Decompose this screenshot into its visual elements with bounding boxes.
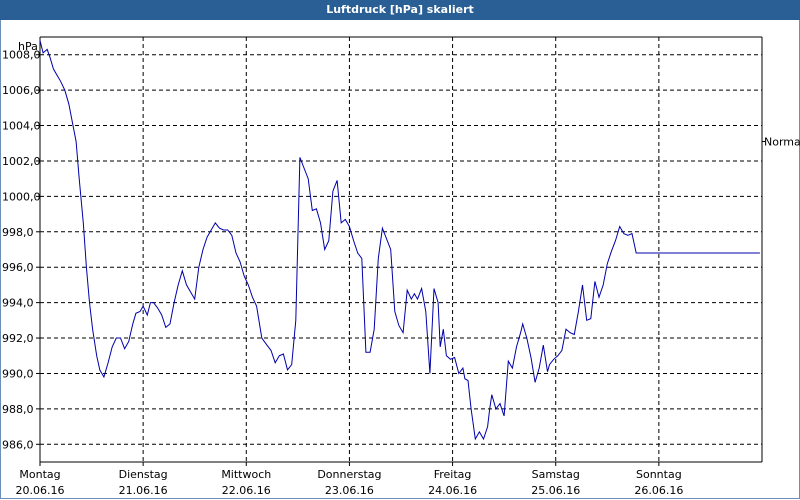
- y-tick-label: 1002,0: [2, 155, 41, 168]
- chart-title: Luftdruck [hPa] skaliert: [0, 0, 800, 20]
- x-tick-date: 26.06.16: [634, 484, 683, 497]
- x-tick-day: Montag: [19, 468, 60, 481]
- y-tick-label: 1006,0: [2, 84, 41, 97]
- y-tick-label: 996,0: [2, 261, 34, 274]
- x-tick-date: 20.06.16: [16, 484, 65, 497]
- annotation-label: Normal: [764, 135, 800, 148]
- x-tick-day: Mittwoch: [221, 468, 271, 481]
- x-tick-day: Donnerstag: [317, 468, 381, 481]
- x-tick-day: Freitag: [434, 468, 472, 481]
- y-tick-label: 994,0: [2, 297, 34, 310]
- y-axis-label: hPa: [18, 40, 38, 53]
- y-tick-label: 990,0: [2, 367, 34, 380]
- x-tick-date: 23.06.16: [325, 484, 374, 497]
- pressure-series-line: [39, 40, 760, 441]
- y-tick-label: 1004,0: [2, 120, 41, 133]
- y-tick-label: 986,0: [2, 438, 34, 451]
- x-tick-date: 21.06.16: [119, 484, 168, 497]
- y-tick-label: 1008,0: [2, 49, 41, 62]
- y-tick-label: 998,0: [2, 226, 34, 239]
- y-tick-label: 988,0: [2, 403, 34, 416]
- x-tick-day: Dienstag: [119, 468, 168, 481]
- x-tick-day: Samstag: [532, 468, 580, 481]
- x-tick-date: 25.06.16: [531, 484, 580, 497]
- y-tick-label: 992,0: [2, 332, 34, 345]
- x-tick-date: 22.06.16: [222, 484, 271, 497]
- x-tick-date: 24.06.16: [428, 484, 477, 497]
- x-tick-day: Sonntag: [636, 468, 682, 481]
- y-tick-label: 1000,0: [2, 190, 41, 203]
